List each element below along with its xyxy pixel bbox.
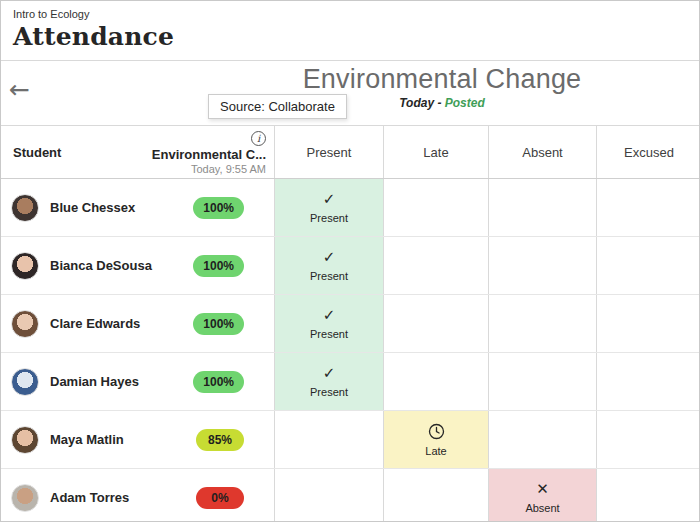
- status-cell-present[interactable]: [274, 469, 383, 522]
- status-label: Late: [425, 445, 446, 457]
- student-row: Blue Chessex 100% ✓ Present: [1, 179, 699, 237]
- status-cell-late[interactable]: [383, 469, 488, 522]
- student-row: Maya Matlin 85% Late: [1, 411, 699, 469]
- attendance-score-badge: 0%: [196, 487, 244, 509]
- meeting-date-separator: -: [437, 96, 441, 110]
- status-cell-excused[interactable]: [596, 179, 700, 236]
- status-cell-absent[interactable]: [488, 295, 596, 352]
- status-cell-present[interactable]: ✓ Present: [274, 237, 383, 294]
- status-cell-excused[interactable]: [596, 237, 700, 294]
- student-name: Damian Hayes: [50, 374, 139, 389]
- course-name: Intro to Ecology: [13, 8, 687, 20]
- avatar: [11, 368, 39, 396]
- back-button[interactable]: ←: [9, 77, 30, 102]
- attendance-score-badge: 100%: [193, 313, 244, 335]
- attendance-score-badge: 100%: [193, 255, 244, 277]
- column-header-meeting: Environmental C... Today, 9:55 AM: [146, 126, 274, 178]
- status-cell-present[interactable]: ✓ Present: [274, 353, 383, 410]
- meeting-title: Environmental Change: [303, 64, 582, 95]
- meeting-posted-status: Posted: [445, 96, 485, 110]
- column-header-present: Present: [274, 126, 383, 178]
- status-cell-excused[interactable]: [596, 295, 700, 352]
- status-label: Absent: [525, 502, 559, 514]
- meeting-column-time: Today, 9:55 AM: [191, 163, 266, 175]
- student-cell: Blue Chessex 100%: [1, 179, 274, 236]
- attendance-app: Intro to Ecology Attendance ← Environmen…: [0, 0, 700, 522]
- check-icon: ✓: [323, 250, 336, 265]
- table-body: Blue Chessex 100% ✓ Present Bianca DeSousa 10…: [1, 179, 699, 522]
- student-row: Damian Hayes 100% ✓ Present: [1, 353, 699, 411]
- student-cell: Adam Torres 0%: [1, 469, 274, 522]
- student-row: Adam Torres 0% ✕ Absent: [1, 469, 699, 522]
- avatar: [11, 194, 39, 222]
- attendance-score-badge: 85%: [196, 429, 244, 451]
- clock-icon: [428, 423, 445, 440]
- student-cell: Clare Edwards 100%: [1, 295, 274, 352]
- student-name: Adam Torres: [50, 490, 129, 505]
- info-icon[interactable]: [251, 131, 266, 146]
- source-tooltip: Source: Collaborate: [208, 94, 347, 119]
- avatar: [11, 484, 39, 512]
- status-cell-absent[interactable]: [488, 237, 596, 294]
- status-label: Present: [310, 328, 348, 340]
- attendance-score-badge: 100%: [193, 371, 244, 393]
- student-name: Maya Matlin: [50, 432, 124, 447]
- meeting-date: Today: [399, 96, 434, 110]
- status-cell-excused[interactable]: [596, 411, 700, 468]
- student-name: Blue Chessex: [50, 200, 135, 215]
- column-header-late: Late: [383, 126, 488, 178]
- status-cell-present[interactable]: [274, 411, 383, 468]
- attendance-score-badge: 100%: [193, 197, 244, 219]
- status-cell-absent[interactable]: [488, 411, 596, 468]
- status-label: Present: [310, 270, 348, 282]
- student-cell: Bianca DeSousa 100%: [1, 237, 274, 294]
- cross-icon: ✕: [536, 482, 549, 497]
- check-icon: ✓: [323, 192, 336, 207]
- student-cell: Maya Matlin 85%: [1, 411, 274, 468]
- column-header-absent: Absent: [488, 126, 596, 178]
- student-row: Clare Edwards 100% ✓ Present: [1, 295, 699, 353]
- page-header: Intro to Ecology Attendance: [1, 1, 699, 61]
- avatar: [11, 252, 39, 280]
- check-icon: ✓: [323, 366, 336, 381]
- status-cell-absent[interactable]: [488, 353, 596, 410]
- status-cell-excused[interactable]: [596, 353, 700, 410]
- status-cell-late[interactable]: [383, 353, 488, 410]
- back-arrow-icon: ←: [9, 75, 30, 104]
- status-label: Present: [310, 386, 348, 398]
- status-cell-present[interactable]: ✓ Present: [274, 295, 383, 352]
- status-cell-present[interactable]: ✓ Present: [274, 179, 383, 236]
- status-cell-excused[interactable]: [596, 469, 700, 522]
- toolbar: ← Environmental Change Today - Posted So…: [1, 61, 699, 126]
- column-header-excused: Excused: [596, 126, 700, 178]
- meeting-column-title: Environmental C...: [152, 147, 266, 162]
- student-name: Bianca DeSousa: [50, 258, 152, 273]
- student-cell: Damian Hayes 100%: [1, 353, 274, 410]
- status-cell-late[interactable]: [383, 179, 488, 236]
- avatar: [11, 426, 39, 454]
- status-label: Present: [310, 212, 348, 224]
- avatar: [11, 310, 39, 338]
- table-header: Student Environmental C... Today, 9:55 A…: [1, 126, 699, 179]
- student-row: Bianca DeSousa 100% ✓ Present: [1, 237, 699, 295]
- status-cell-late[interactable]: [383, 295, 488, 352]
- column-header-student: Student: [1, 126, 146, 178]
- status-cell-late[interactable]: Late: [383, 411, 488, 468]
- status-cell-late[interactable]: [383, 237, 488, 294]
- status-cell-absent[interactable]: [488, 179, 596, 236]
- student-name: Clare Edwards: [50, 316, 140, 331]
- check-icon: ✓: [323, 308, 336, 323]
- status-cell-absent[interactable]: ✕ Absent: [488, 469, 596, 522]
- page-title: Attendance: [13, 22, 687, 51]
